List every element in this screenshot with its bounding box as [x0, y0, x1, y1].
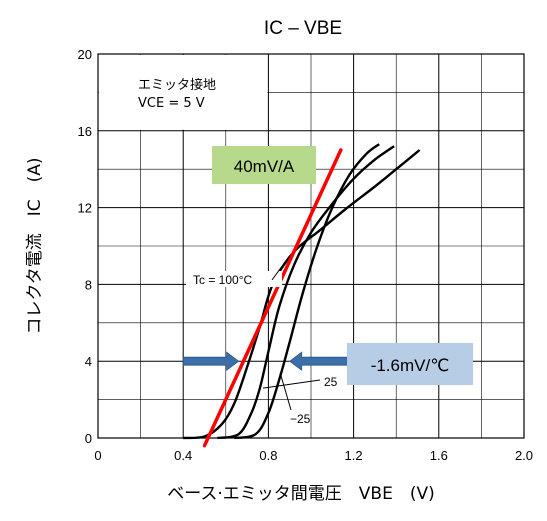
series-line-2	[217, 145, 395, 440]
series-layer	[183, 143, 421, 440]
curve-label-bg	[186, 271, 282, 287]
y-tick-label: 16	[78, 124, 92, 139]
slope-label: 40mV/A	[234, 157, 295, 176]
y-axis-label: コレクタ電流 IC (A)	[25, 157, 45, 334]
condition-vce: VCE = 5 V	[138, 96, 205, 111]
temperature-shift-annotation: -1.6mV/℃	[182, 343, 473, 385]
curve-label-25: 25	[324, 375, 338, 389]
plot-border	[97, 53, 525, 439]
shift-arrow-right	[182, 351, 240, 372]
curve-label-100: Tc = 100°C	[193, 273, 252, 287]
x-tick-label: 2.0	[515, 448, 533, 463]
curve-labels: Tc = 100°C 25 −25	[186, 255, 338, 426]
x-tick-label: 0	[94, 448, 101, 463]
plot-frame	[97, 53, 525, 439]
x-tick-labels: 0 0.4 0.8 1.2 1.6 2.0	[94, 448, 533, 463]
x-axis-label: ベース·エミッタ間電圧 VBE (V)	[167, 484, 434, 504]
y-tick-label: 12	[78, 201, 92, 216]
y-tick-label: 20	[78, 47, 92, 62]
y-tick-label: 4	[85, 354, 92, 369]
leader-line-100	[271, 255, 291, 281]
y-tick-label: 8	[85, 277, 92, 292]
condition-box: エミッタ接地 VCE = 5 V	[99, 55, 268, 130]
series-line-3	[234, 143, 380, 440]
x-tick-label: 0.8	[259, 448, 277, 463]
chart-title: IC – VBE	[264, 18, 342, 39]
x-tick-label: 1.6	[430, 448, 448, 463]
condition-connection: エミッタ接地	[138, 77, 216, 93]
condition-box-bg	[99, 55, 268, 130]
shift-label-box	[347, 343, 473, 385]
slope-line	[202, 148, 343, 448]
slope-label-box	[212, 146, 316, 184]
curve-label-m25: −25	[290, 412, 311, 426]
shift-label: -1.6mV/℃	[371, 356, 450, 375]
leader-line-m25	[279, 372, 292, 411]
slope-annotation: 40mV/A	[202, 146, 343, 448]
x-tick-label: 1.2	[345, 448, 363, 463]
x-tick-label: 0.4	[174, 448, 192, 463]
y-tick-labels: 0 4 8 12 16 20	[78, 47, 92, 446]
leader-line-25	[263, 379, 321, 389]
shift-arrow-left	[289, 351, 348, 372]
y-tick-label: 0	[85, 431, 92, 446]
